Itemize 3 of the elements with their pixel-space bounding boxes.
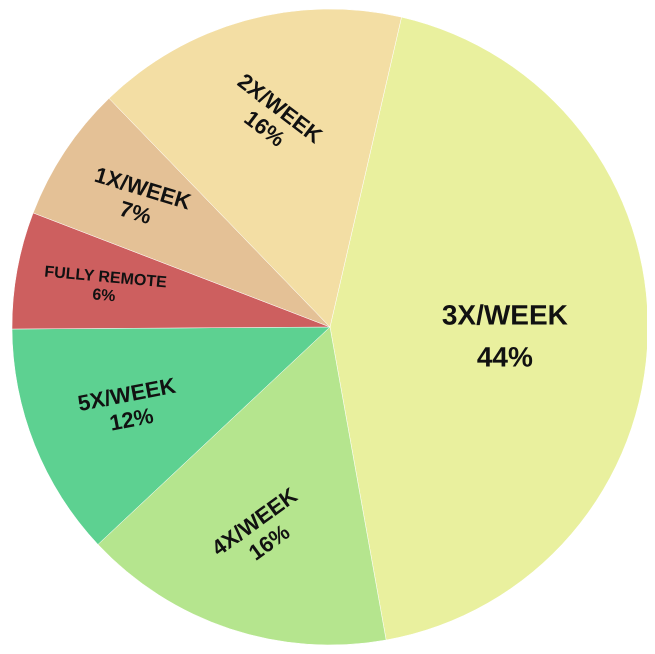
data-label: 44% xyxy=(476,341,533,372)
slice-label: 3X/WEEK xyxy=(442,299,568,330)
data-label: 6% xyxy=(92,286,116,306)
